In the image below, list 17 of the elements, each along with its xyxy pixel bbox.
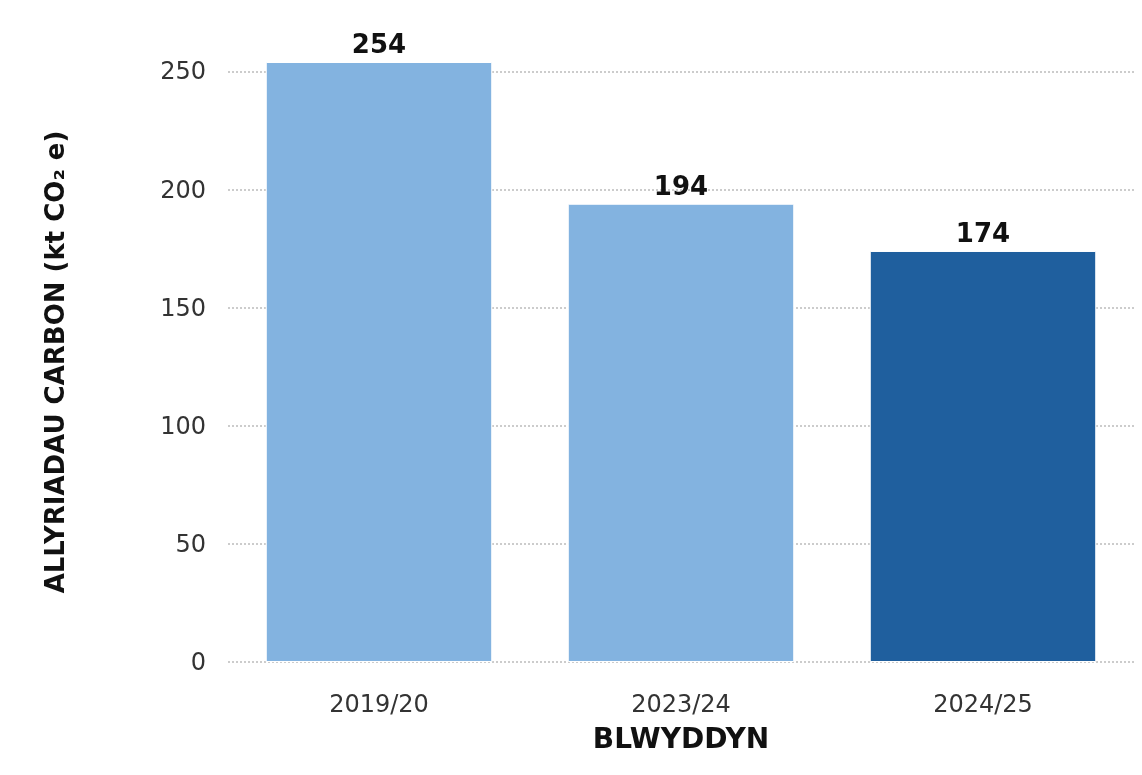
x-tick-label: 2019/20 [329,690,429,718]
data-label: 174 [955,217,1011,248]
y-tick-label: 0 [190,648,206,676]
data-label: 194 [653,170,709,201]
y-tick-label: 100 [160,411,206,440]
data-label: 254 [351,29,407,59]
bar [567,203,795,662]
y-tick-label: 200 [160,175,206,204]
y-tick-label: 50 [175,529,206,558]
x-tick-label: 2023/24 [631,690,731,718]
y-tick-label: 250 [160,57,206,86]
y-axis-title: ALLYRIADAU CARBON (kt CO₂ e) [40,130,70,594]
x-axis-title: BLWYDDYN [592,721,770,755]
x-tick-label: 2024/25 [933,690,1033,718]
bar [869,250,1097,662]
y-tick-label: 150 [160,293,206,322]
bar [265,62,493,662]
